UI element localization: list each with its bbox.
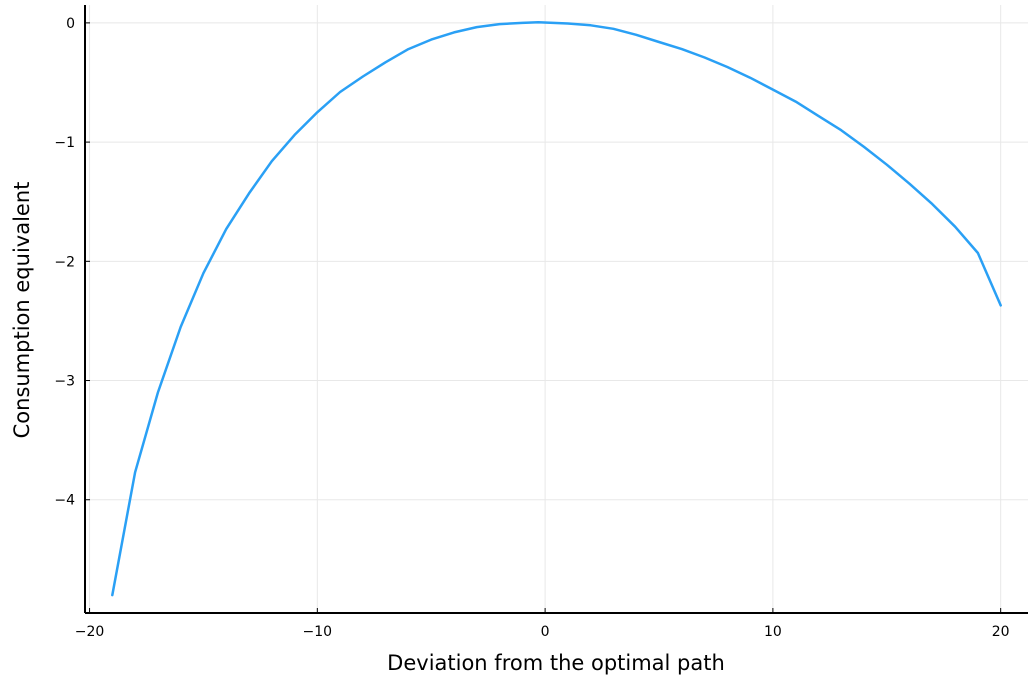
y-tick-label: −2 — [54, 254, 75, 270]
x-tick-label: −20 — [75, 624, 105, 640]
x-tick-label: −10 — [303, 624, 333, 640]
y-tick-label: −4 — [54, 493, 75, 509]
x-tick-label: 0 — [541, 624, 550, 640]
y-axis-title: Consumption equivalent — [10, 182, 34, 439]
y-tick-label: 0 — [66, 16, 75, 32]
y-tick-label: −1 — [54, 135, 75, 151]
x-axis-title: Deviation from the optimal path — [387, 651, 725, 675]
series-layer — [111, 21, 1002, 597]
x-tick-label: 20 — [992, 624, 1010, 640]
x-tick-label: 10 — [764, 624, 782, 640]
y-tick-label: −3 — [54, 374, 75, 390]
ticks: −20 −10 0 10 20 0 −1 −2 −3 −4 — [54, 16, 1009, 640]
axes — [84, 5, 1028, 614]
series-line — [111, 21, 1002, 597]
gridlines — [85, 5, 1028, 613]
